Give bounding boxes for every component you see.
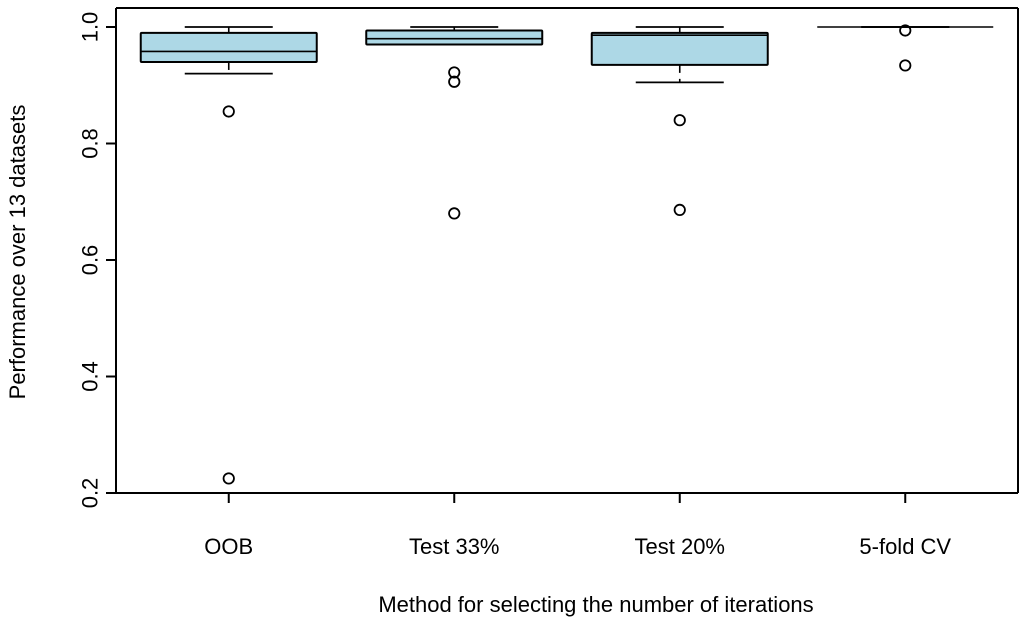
x-tick-label: Test 33% bbox=[409, 534, 500, 559]
y-tick-label: 0.4 bbox=[78, 361, 103, 392]
x-tick-label: Test 20% bbox=[635, 534, 726, 559]
y-tick-label: 0.6 bbox=[78, 245, 103, 276]
outlier-point bbox=[673, 114, 686, 127]
y-axis-title: Performance over 13 datasets bbox=[5, 105, 30, 400]
outlier-point bbox=[222, 472, 235, 485]
outlier-point bbox=[899, 24, 912, 37]
outlier-point bbox=[222, 105, 235, 118]
box-group bbox=[365, 26, 544, 220]
y-tick-label: 0.2 bbox=[78, 478, 103, 509]
outlier-point bbox=[673, 203, 686, 217]
outlier-point bbox=[448, 75, 461, 88]
box-group bbox=[590, 26, 769, 217]
box-group bbox=[817, 24, 994, 72]
box-group bbox=[139, 26, 318, 485]
outlier-point bbox=[899, 59, 912, 72]
box-iqr bbox=[590, 31, 769, 66]
y-tick-label: 1.0 bbox=[78, 12, 103, 43]
axes: 0.2 0.4 0.6 0.8 1.0 OOB Test 33% Test 20% 5-fold… bbox=[78, 7, 1019, 559]
box-iqr bbox=[139, 31, 318, 63]
plot-area bbox=[139, 24, 994, 485]
box-iqr bbox=[365, 29, 544, 46]
outlier-point bbox=[448, 66, 461, 79]
outlier-point bbox=[448, 207, 461, 220]
x-axis-title: Method for selecting the number of itera… bbox=[378, 592, 813, 617]
y-tick-label: 0.8 bbox=[78, 128, 103, 159]
x-tick-label: OOB bbox=[204, 534, 253, 559]
x-tick-label: 5-fold CV bbox=[859, 534, 951, 559]
